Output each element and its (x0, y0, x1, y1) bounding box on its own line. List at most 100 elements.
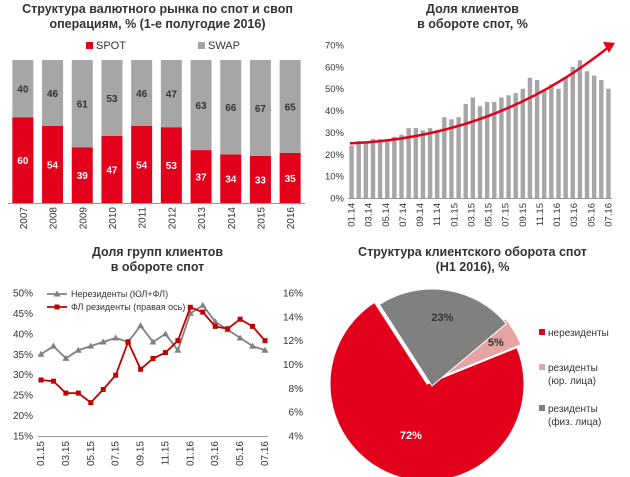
retail-residents-point (212, 323, 218, 329)
swap-data-label: 53 (106, 94, 118, 105)
nonresidents-point (37, 350, 45, 357)
nonresidents-point (199, 301, 207, 308)
swap-bar (190, 60, 212, 151)
legend-label: резиденты (548, 363, 598, 374)
month-tick-label: 03.16 (569, 203, 580, 227)
spot-swap-chart-panel: Структура валютного рынка по спот и своп… (0, 0, 315, 240)
nonresidents-point (87, 342, 95, 349)
month-tick-label: 03.14 (364, 203, 375, 227)
share-bar (570, 66, 575, 198)
pie-data-label: 72% (400, 430, 422, 442)
spot-data-label: 54 (136, 160, 148, 171)
retail-residents-point (138, 366, 144, 372)
share-bar (370, 138, 376, 198)
retail-residents-point (162, 350, 168, 356)
spot-bar (249, 155, 271, 203)
spot-data-label: 34 (225, 175, 237, 186)
share-bar (591, 75, 597, 198)
share-bar (442, 117, 447, 198)
nonresidents-point (112, 334, 120, 341)
client-groups-title-line1: Доля групп клиентов (91, 245, 224, 259)
month-tick-label: 11.15 (535, 203, 546, 226)
nonresidents-point (149, 338, 157, 345)
retail-residents-point (262, 338, 268, 344)
nonresidents-point (74, 346, 82, 353)
swap-data-label: 67 (255, 104, 267, 115)
share-bar (413, 128, 418, 198)
month-tick-label: 03.15 (466, 203, 477, 227)
month-tick-label: 07.16 (260, 441, 271, 466)
legend-label: резиденты (548, 404, 598, 415)
y-right-tick-label: 14% (283, 312, 303, 323)
y-right-tick-label: 6% (289, 408, 304, 419)
retail-residents-point (100, 387, 106, 393)
year-tick-label: 2015 (256, 207, 267, 230)
spot-data-label: 33 (255, 175, 267, 186)
swap-bar (279, 60, 301, 153)
share-bar (520, 88, 526, 198)
retail-residents-point (38, 377, 44, 383)
y-right-tick-label: 16% (283, 289, 303, 300)
y-left-tick-label: 35% (13, 350, 33, 361)
share-bar (449, 119, 454, 198)
y-left-tick-label: 15% (13, 432, 33, 443)
legend-nonresidents-label: Нерезиденты (ЮЛ+ФЛ) (71, 289, 168, 299)
month-tick-label: 11.14 (432, 203, 443, 226)
spot-data-label: 47 (106, 165, 118, 176)
y-right-tick-label: 8% (289, 384, 304, 395)
nonresidents-point (137, 322, 145, 329)
month-tick-label: 07.15 (501, 203, 512, 227)
share-bar (599, 79, 604, 198)
spot-bar (279, 152, 301, 203)
y-left-tick-label: 30% (13, 370, 33, 381)
y-right-tick-label: 4% (289, 432, 304, 443)
retail-residents-point (125, 339, 131, 345)
y-tick-label: 50% (325, 84, 345, 95)
legend-swatch (539, 364, 545, 370)
share-bar (434, 130, 440, 198)
year-tick-label: 2007 (19, 207, 30, 230)
client-share-title-line1: Доля клиентов (426, 2, 519, 16)
year-tick-label: 2010 (108, 207, 119, 230)
swap-data-label: 46 (136, 89, 148, 100)
swap-data-label: 61 (77, 100, 89, 111)
client-share-title-line2: в обороте спот, % (417, 17, 528, 31)
share-bar (563, 77, 568, 198)
legend-swap-label: SWAP (208, 40, 240, 52)
month-tick-label: 11.15 (160, 441, 171, 466)
month-tick-label: 09.15 (136, 441, 147, 466)
y-left-tick-label: 40% (13, 329, 33, 340)
turnover-structure-title-line2: (H1 2016), % (435, 260, 510, 274)
retail-residents-point (75, 390, 81, 396)
nonresidents-point (99, 338, 107, 345)
nonresidents-point (211, 318, 219, 325)
y-tick-label: 40% (325, 106, 345, 117)
y-tick-label: 0% (330, 194, 344, 205)
month-tick-label: 03.16 (210, 441, 221, 466)
share-bar (499, 97, 504, 198)
retail-residents-point (200, 309, 206, 315)
retail-residents-point (225, 326, 231, 332)
y-left-tick-label: 25% (13, 391, 33, 402)
share-bar (577, 60, 583, 198)
month-tick-label: 09.14 (415, 203, 426, 227)
legend-retail-label: ФЛ резиденты (правая ось) (71, 302, 185, 312)
share-bar (492, 101, 497, 198)
year-tick-label: 2014 (227, 207, 238, 230)
share-bar (392, 136, 397, 198)
legend-label-line2: (юр. лица) (548, 376, 596, 387)
pie-slice (329, 301, 525, 477)
client-groups-title-line2: в обороте спот (110, 260, 205, 274)
share-bar (349, 145, 354, 198)
share-bar (463, 104, 468, 198)
month-tick-label: 05.15 (484, 203, 495, 227)
y-tick-label: 70% (325, 41, 345, 52)
month-tick-label: 01.16 (552, 203, 563, 227)
share-bar (506, 95, 511, 198)
turnover-structure-chart: 72% 5% 23% нерезиденты резиденты (юр. лица) ре… (329, 288, 609, 477)
y-left-tick-label: 20% (13, 411, 33, 422)
spot-bar (42, 125, 64, 203)
swap-data-label: 63 (195, 101, 207, 112)
month-tick-label: 03.15 (61, 441, 72, 466)
month-tick-label: 05.16 (235, 441, 246, 466)
